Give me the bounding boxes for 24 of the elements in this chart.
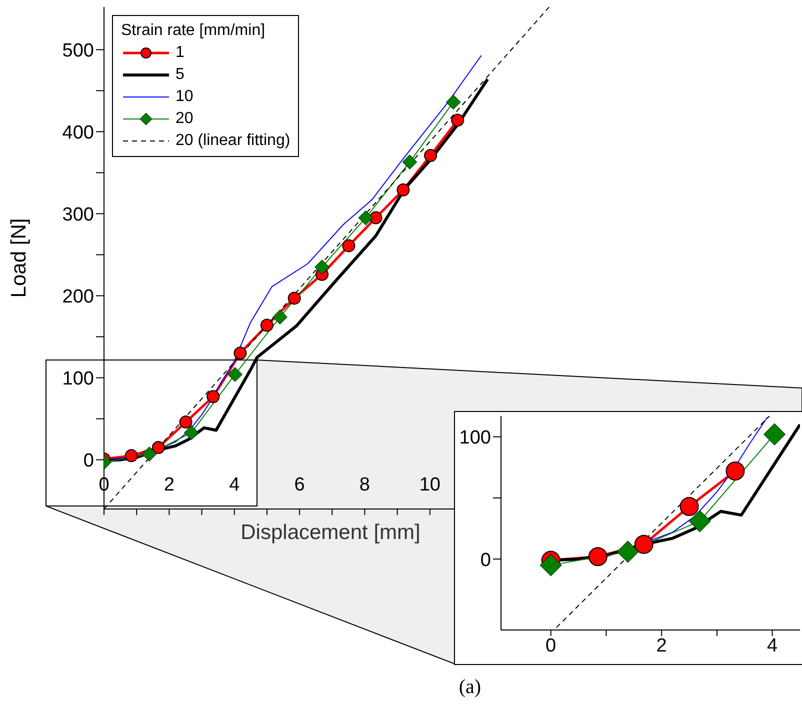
x-axis-title: Displacement [mm] xyxy=(240,521,420,544)
legend-label: 10 xyxy=(174,87,194,107)
x-tick-label: 10 xyxy=(419,474,440,496)
legend-label: 1 xyxy=(174,43,186,63)
y-tick-label: 400 xyxy=(62,122,94,144)
legend-label: 5 xyxy=(174,65,186,85)
legend-label: 20 xyxy=(174,109,194,129)
x-tick-label: 8 xyxy=(359,474,370,496)
text: (a) xyxy=(458,676,482,699)
y-axis-title: Load [N] xyxy=(7,218,30,298)
x-tick-label: 2 xyxy=(164,474,174,496)
legend-title: Strain rate [mm/min] xyxy=(121,21,266,41)
x-tick-label: 4 xyxy=(229,474,240,496)
x-tick-label: 2 xyxy=(656,635,667,656)
x-tick-label: 0 xyxy=(546,635,556,656)
y-tick-label: 100 xyxy=(459,428,491,449)
x-tick-label: 6 xyxy=(294,474,305,496)
y-tick-label: 100 xyxy=(62,368,94,390)
y-tick-label: 300 xyxy=(62,204,94,226)
x-tick-label: 4 xyxy=(767,635,778,656)
y-tick-label: 0 xyxy=(83,450,94,472)
y-tick-label: 500 xyxy=(62,40,94,62)
legend-label: 20 (linear fitting) xyxy=(174,131,290,151)
y-tick-label: 200 xyxy=(62,286,94,308)
